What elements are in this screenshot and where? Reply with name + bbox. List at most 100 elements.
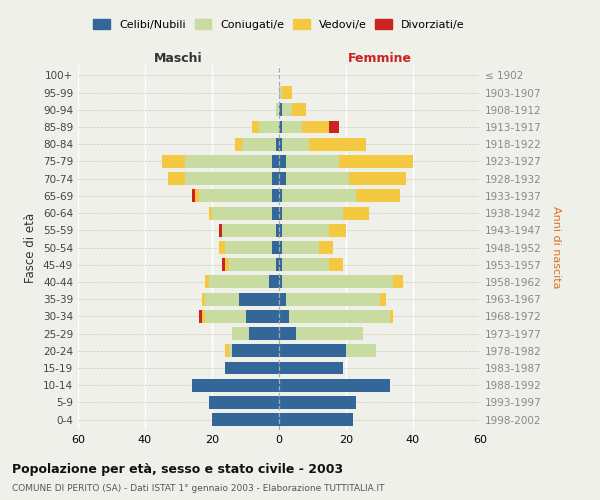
Bar xyxy=(226,344,229,358)
Bar xyxy=(275,104,279,116)
Bar xyxy=(283,190,356,202)
Bar xyxy=(275,138,279,150)
Bar xyxy=(279,120,283,134)
Bar xyxy=(205,276,209,288)
Bar xyxy=(272,155,279,168)
Bar xyxy=(286,172,349,185)
Bar xyxy=(245,310,279,323)
Bar xyxy=(192,379,279,392)
Bar xyxy=(272,206,279,220)
Bar xyxy=(249,327,279,340)
Y-axis label: Anni di nascita: Anni di nascita xyxy=(551,206,561,289)
Bar xyxy=(195,190,199,202)
Bar xyxy=(340,155,413,168)
Text: Popolazione per età, sesso e stato civile - 2003: Popolazione per età, sesso e stato civil… xyxy=(12,462,343,475)
Bar xyxy=(279,413,353,426)
Bar xyxy=(319,241,332,254)
Text: COMUNE DI PERITO (SA) - Dati ISTAT 1° gennaio 2003 - Elaborazione TUTTITALIA.IT: COMUNE DI PERITO (SA) - Dati ISTAT 1° ge… xyxy=(12,484,385,493)
Bar xyxy=(232,344,279,358)
Bar xyxy=(329,120,340,134)
Bar xyxy=(283,138,309,150)
Bar xyxy=(283,258,329,271)
Bar xyxy=(279,138,283,150)
Bar xyxy=(279,276,283,288)
Bar xyxy=(343,206,370,220)
Bar xyxy=(272,241,279,254)
Bar xyxy=(283,241,319,254)
Bar xyxy=(252,120,259,134)
Bar xyxy=(205,292,239,306)
Bar xyxy=(219,241,226,254)
Bar xyxy=(232,327,249,340)
Bar xyxy=(235,138,242,150)
Bar xyxy=(289,310,389,323)
Bar xyxy=(329,258,343,271)
Bar xyxy=(296,327,363,340)
Bar xyxy=(279,206,283,220)
Bar xyxy=(272,190,279,202)
Bar xyxy=(162,155,185,168)
Bar xyxy=(279,344,346,358)
Bar xyxy=(279,155,286,168)
Bar xyxy=(302,120,329,134)
Bar xyxy=(226,241,272,254)
Bar xyxy=(389,310,393,323)
Bar xyxy=(212,413,279,426)
Bar xyxy=(222,224,275,236)
Bar xyxy=(205,310,245,323)
Bar xyxy=(283,224,329,236)
Bar xyxy=(279,258,283,271)
Bar xyxy=(279,86,283,99)
Bar xyxy=(346,344,376,358)
Text: Maschi: Maschi xyxy=(154,52,203,65)
Bar xyxy=(272,172,279,185)
Bar xyxy=(169,172,185,185)
Bar xyxy=(283,86,292,99)
Bar xyxy=(202,292,205,306)
Bar xyxy=(279,310,289,323)
Bar xyxy=(229,344,232,358)
Bar xyxy=(286,292,380,306)
Bar xyxy=(279,224,283,236)
Legend: Celibi/Nubili, Coniugati/e, Vedovi/e, Divorziati/e: Celibi/Nubili, Coniugati/e, Vedovi/e, Di… xyxy=(94,20,464,30)
Bar xyxy=(199,190,272,202)
Bar xyxy=(283,206,343,220)
Bar xyxy=(275,224,279,236)
Bar xyxy=(283,104,292,116)
Bar xyxy=(259,120,279,134)
Bar xyxy=(283,120,302,134)
Bar xyxy=(279,241,283,254)
Bar xyxy=(279,327,296,340)
Bar xyxy=(393,276,403,288)
Bar xyxy=(219,224,222,236)
Bar xyxy=(185,155,272,168)
Bar xyxy=(242,138,275,150)
Bar xyxy=(192,190,195,202)
Y-axis label: Fasce di età: Fasce di età xyxy=(25,212,37,282)
Bar xyxy=(286,155,340,168)
Bar xyxy=(226,258,229,271)
Bar xyxy=(349,172,406,185)
Bar xyxy=(199,310,202,323)
Bar xyxy=(279,104,283,116)
Bar xyxy=(209,276,269,288)
Bar xyxy=(283,276,393,288)
Bar xyxy=(185,172,272,185)
Bar xyxy=(279,292,286,306)
Bar xyxy=(356,190,400,202)
Bar xyxy=(292,104,306,116)
Bar xyxy=(309,138,366,150)
Bar xyxy=(209,396,279,409)
Bar xyxy=(209,206,212,220)
Bar xyxy=(279,379,389,392)
Bar xyxy=(239,292,279,306)
Bar xyxy=(226,362,279,374)
Text: Femmine: Femmine xyxy=(347,52,412,65)
Bar xyxy=(212,206,272,220)
Bar xyxy=(222,258,226,271)
Bar xyxy=(269,276,279,288)
Bar xyxy=(275,258,279,271)
Bar xyxy=(329,224,346,236)
Bar xyxy=(279,396,356,409)
Bar xyxy=(202,310,205,323)
